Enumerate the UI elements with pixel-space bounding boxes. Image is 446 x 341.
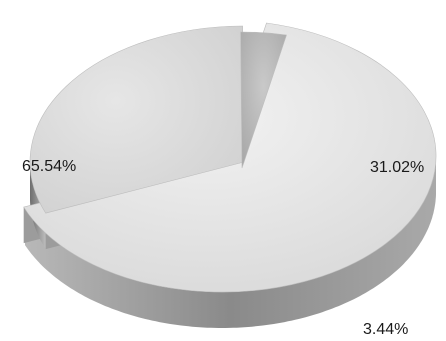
slice-label-medium: 31.02% [370, 159, 424, 176]
slice-label-large: 65.54% [22, 158, 76, 175]
pie-slice-small [240, 31, 287, 169]
pie-slice-large-side [25, 153, 436, 328]
slice-label-small: 3.44% [363, 321, 408, 338]
pie-slice-medium [29, 25, 245, 214]
